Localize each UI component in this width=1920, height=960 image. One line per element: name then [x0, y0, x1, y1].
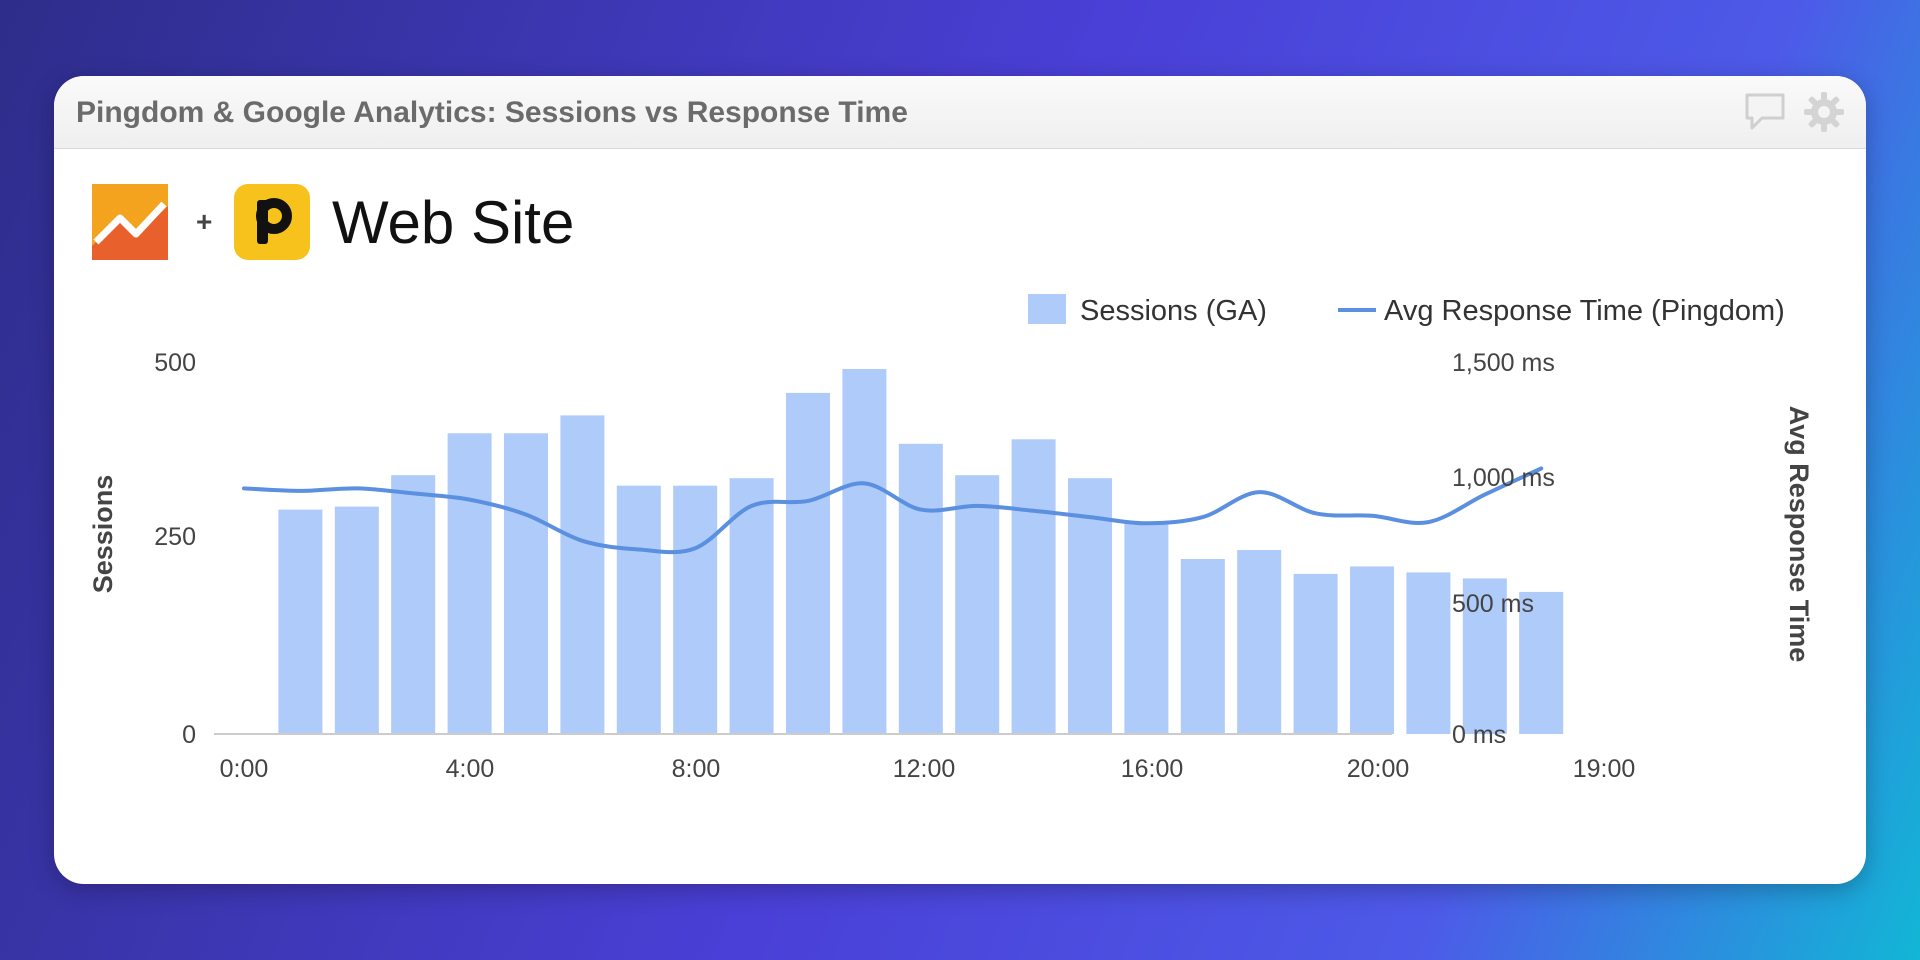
sessions-bar — [898, 443, 943, 734]
sessions-bar — [504, 433, 548, 734]
sessions-bar — [391, 475, 436, 734]
widget-header: Pingdom & Google Analytics: Sessions vs … — [54, 76, 1866, 149]
legend: Sessions (GA) Avg Response Time (Pingdom… — [1028, 294, 1785, 327]
legend-label-response-time: Avg Response Time (Pingdom) — [1384, 295, 1785, 327]
sessions-bar — [616, 485, 661, 734]
right-axis-title: Avg Response Time — [1784, 406, 1814, 663]
sessions-bar — [1180, 559, 1225, 734]
x-tick-8: 8:00 — [672, 755, 721, 783]
sessions-bar — [842, 369, 887, 734]
sessions-bar — [1293, 573, 1338, 734]
sessions-bar — [1462, 578, 1507, 734]
sessions-bar — [278, 509, 323, 734]
left-tick-0: 0 — [182, 721, 196, 749]
sessions-bar — [560, 415, 605, 734]
google-analytics-logo — [92, 184, 168, 260]
response-time-line — [242, 466, 1544, 555]
x-tick-0: 0:00 — [220, 755, 269, 783]
plus-sign: + — [196, 206, 213, 237]
sessions-bar — [1519, 591, 1564, 734]
sessions-bar — [1237, 550, 1282, 734]
sessions-bar — [447, 433, 492, 734]
sessions-bar — [1350, 566, 1394, 734]
right-tick-1000: 1,000 ms — [1452, 464, 1555, 492]
left-axis-ticks: 500 250 0 — [154, 349, 196, 749]
x-tick-20: 20:00 — [1347, 755, 1410, 783]
right-tick-500: 500 ms — [1452, 590, 1534, 618]
chart: Sessions (GA) Avg Response Time (Pingdom… — [88, 294, 1814, 783]
x-tick-4: 4:00 — [446, 755, 495, 783]
right-tick-0: 0 ms — [1452, 721, 1506, 749]
sessions-bar — [673, 485, 718, 734]
x-axis-ticks: 0:00 4:00 8:00 12:00 16:00 20:00 19:00 — [220, 755, 1636, 783]
site-name: Web Site — [332, 189, 575, 256]
sessions-bar — [1406, 572, 1451, 734]
sessions-bar — [1124, 521, 1169, 734]
sessions-bar — [1011, 439, 1056, 734]
widget-title: Pingdom & Google Analytics: Sessions vs … — [76, 96, 908, 129]
left-axis-title: Sessions — [88, 475, 118, 594]
sessions-bar — [334, 506, 379, 734]
dashboard-widget: Pingdom & Google Analytics: Sessions vs … — [54, 76, 1866, 884]
speech-bubble-icon[interactable] — [1742, 90, 1788, 134]
legend-label-sessions: Sessions (GA) — [1080, 295, 1267, 327]
left-tick-250: 250 — [154, 523, 196, 551]
left-tick-500: 500 — [154, 349, 196, 377]
sessions-bar — [729, 478, 774, 734]
sessions-bar — [955, 475, 1000, 734]
gear-icon[interactable] — [1802, 90, 1846, 134]
x-tick-12: 12:00 — [893, 755, 956, 783]
sessions-bar — [786, 392, 830, 734]
right-tick-1500: 1,500 ms — [1452, 349, 1555, 377]
x-tick-16: 16:00 — [1121, 755, 1184, 783]
pingdom-logo — [234, 184, 310, 260]
right-axis-ticks: 1,500 ms 1,000 ms 500 ms 0 ms — [1452, 349, 1555, 749]
legend-swatch-sessions — [1028, 294, 1066, 324]
x-tick-19: 19:00 — [1573, 755, 1636, 783]
